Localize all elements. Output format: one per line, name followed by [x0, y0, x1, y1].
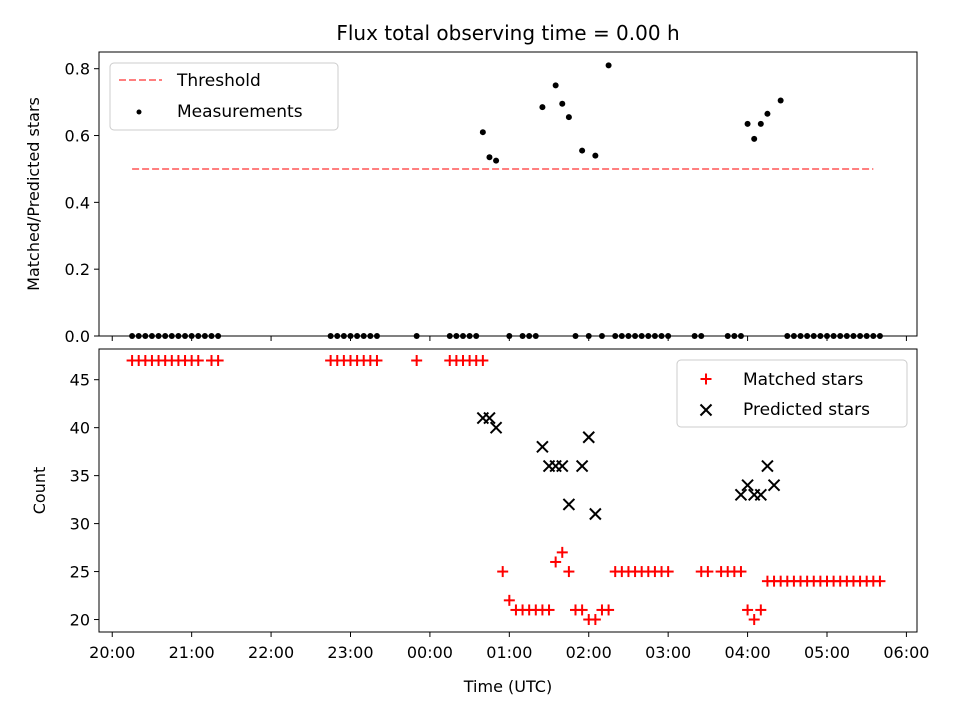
predicted-star-point	[556, 459, 569, 473]
predicted-star-point	[754, 488, 768, 502]
predicted-star-point	[767, 479, 781, 492]
y-tick-label: 35	[70, 467, 90, 486]
predicted-star-point	[761, 459, 774, 473]
legend-predicted-swatch	[699, 403, 713, 417]
x-tick-label: 23:00	[327, 643, 373, 662]
y-tick-label: 0.8	[65, 60, 90, 79]
measurement-point	[592, 152, 599, 159]
measurement-point	[559, 100, 566, 107]
x-tick-label: 21:00	[169, 643, 215, 662]
matched-star-point	[589, 614, 601, 626]
measurement-point	[751, 135, 758, 142]
matched-star-point	[702, 566, 714, 578]
predicted-star-point	[536, 440, 549, 454]
y-axis-label: Matched/Predicted stars	[24, 97, 43, 291]
measurement-point	[486, 154, 493, 161]
matched-star-point	[662, 566, 674, 578]
measurement-point	[539, 104, 546, 111]
x-tick-label: 01:00	[486, 643, 532, 662]
x-tick-label: 03:00	[645, 643, 691, 662]
legend-measurement-swatch	[136, 109, 142, 115]
predicted-star-point	[741, 479, 754, 492]
measurement-point	[479, 129, 486, 136]
x-tick-label: 06:00	[883, 643, 929, 662]
matched-star-point	[735, 566, 747, 578]
matched-star-point	[556, 546, 568, 558]
matched-star-point	[755, 604, 767, 616]
y-tick-label: 30	[70, 515, 90, 534]
measurement-point	[757, 120, 764, 127]
y-tick-label: 0.0	[65, 327, 90, 346]
matched-star-point	[477, 355, 489, 367]
x-tick-label: 04:00	[725, 643, 771, 662]
y-axis-label: Count	[30, 467, 49, 515]
matched-star-point	[563, 566, 575, 578]
x-tick-label: 00:00	[407, 643, 453, 662]
x-tick-label: 05:00	[804, 643, 850, 662]
legend-matched-label: Matched stars	[743, 370, 863, 390]
measurement-point	[579, 147, 586, 154]
top-legend: Threshold Measurements	[109, 62, 339, 131]
measurement-point	[493, 157, 500, 164]
matched-star-point	[192, 355, 204, 367]
matched-star-point	[748, 614, 760, 626]
predicted-star-point	[589, 507, 602, 521]
bottom-panel: 20:00 21:00 22:00 23:00 00:00 01:00 02:00 03:00…	[30, 348, 929, 696]
predicted-star-point	[483, 411, 496, 425]
x-tick-label: 22:00	[248, 643, 294, 662]
matched-star-point	[411, 355, 423, 367]
measurement-point	[565, 114, 572, 121]
measurement-point	[744, 120, 751, 127]
measurement-point	[764, 110, 771, 117]
legend-threshold-label: Threshold	[176, 71, 261, 91]
y-tick-label: 25	[70, 563, 90, 582]
x-axis-label: Time (UTC)	[463, 677, 552, 696]
top-panel: Flux total observing time = 0.00 h 0.0 0.2…	[24, 21, 918, 346]
y-tick-label: 45	[70, 371, 90, 390]
matched-star-point	[874, 575, 886, 587]
matched-star-point	[543, 604, 555, 616]
matched-star-point	[497, 566, 509, 578]
matched-star-point	[550, 556, 562, 568]
matched-star-point	[371, 355, 383, 367]
x-tick-label: 02:00	[566, 643, 612, 662]
matched-star-point	[503, 594, 515, 606]
x-tick-label: 20:00	[89, 643, 135, 662]
matched-star-point	[742, 604, 754, 616]
y-tick-label: 20	[70, 611, 90, 630]
legend-predicted-label: Predicted stars	[743, 400, 870, 420]
y-tick-label: 0.6	[65, 127, 90, 146]
legend-matched-swatch	[700, 373, 712, 385]
predicted-star-point	[575, 459, 589, 473]
matched-star-point	[212, 355, 224, 367]
y-tick-label: 0.4	[65, 193, 90, 212]
predicted-star-point	[734, 488, 748, 502]
y-tick-label: 0.2	[65, 260, 90, 279]
legend-measurement-label: Measurements	[177, 102, 303, 122]
measurement-point	[552, 82, 559, 89]
matched-star-point	[603, 604, 615, 616]
bottom-legend: Matched stars Predicted stars	[676, 359, 908, 428]
predicted-star-point	[489, 421, 503, 434]
y-tick-label: 40	[70, 419, 90, 438]
chart-title: Flux total observing time = 0.00 h	[336, 21, 679, 45]
matched-star-point	[576, 604, 588, 616]
bottom-axes-frame	[98, 348, 918, 633]
predicted-star-point	[582, 431, 595, 444]
top-axes-frame	[98, 51, 918, 337]
measurement-point	[777, 97, 784, 104]
predicted-star-point	[562, 498, 576, 511]
measurement-point	[605, 62, 612, 69]
